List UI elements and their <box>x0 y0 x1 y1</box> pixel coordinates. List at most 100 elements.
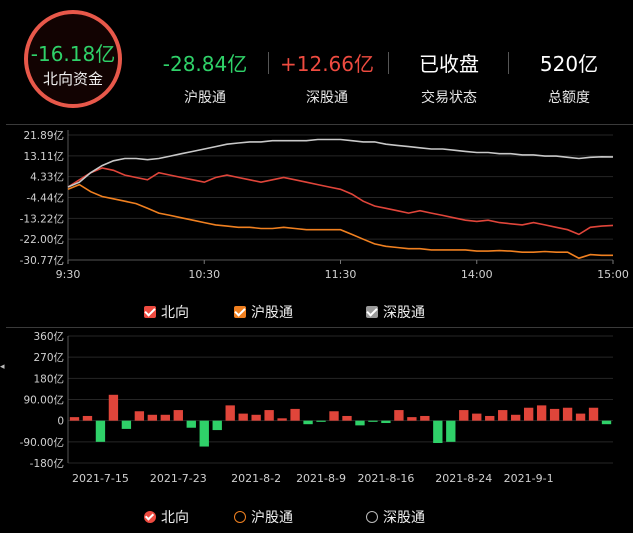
bar <box>588 407 599 421</box>
x-tick-label: 14:00 <box>461 268 493 281</box>
stat-value: -28.84亿 <box>162 52 248 76</box>
legend-item-north[interactable]: 北向 <box>144 303 189 321</box>
legend-label: 深股通 <box>383 510 425 526</box>
bar <box>69 417 80 421</box>
bar <box>381 420 391 424</box>
x-tick-label: 2021-8-2 <box>231 472 281 485</box>
checkbox-icon <box>144 306 156 318</box>
bar <box>173 410 183 421</box>
y-tick-label: 360亿 <box>33 330 64 343</box>
legend-label: 深股通 <box>383 305 425 321</box>
y-tick-label: 4.33亿 <box>30 171 64 184</box>
stat-label: 总额度 <box>548 90 590 106</box>
stat-value: +12.66亿 <box>279 52 374 76</box>
y-tick-label: -90.00亿 <box>20 436 64 449</box>
stat-total-quota: 520亿 总额度 <box>517 48 621 107</box>
x-tick-label: 2021-8-24 <box>435 472 492 485</box>
bar <box>472 413 482 421</box>
radio-checked-icon <box>144 511 156 523</box>
legend-label: 北向 <box>161 305 189 321</box>
bar <box>394 410 404 421</box>
northbound-total-label: 北向资金 <box>42 70 103 88</box>
x-tick-label: 2021-8-16 <box>357 472 414 485</box>
bar <box>329 411 339 421</box>
intraday-flow-chart: 21.89亿 13.11亿 4.33亿 -4.44亿 -13.22亿 -22.00亿 -30… <box>20 129 629 281</box>
legend-label: 沪股通 <box>251 510 293 526</box>
radio-unchecked-icon <box>234 511 246 523</box>
bar <box>536 405 547 421</box>
stat-value: 已收盘 <box>419 52 479 76</box>
bar <box>238 413 248 421</box>
collapse-arrow-icon[interactable]: ◂ <box>0 362 5 372</box>
stat-label: 交易状态 <box>421 90 477 106</box>
bar <box>82 415 93 421</box>
bar <box>420 415 430 421</box>
bar <box>95 420 106 442</box>
bar <box>575 413 586 421</box>
bar <box>407 417 417 421</box>
y-tick-label: 180亿 <box>33 372 64 385</box>
y-tick-label: -22.00亿 <box>20 233 64 246</box>
northbound-total-circle: -16.18亿 北向资金 <box>24 10 122 108</box>
x-tick-label: 2021-8-9 <box>296 472 346 485</box>
bar <box>316 420 326 422</box>
bar <box>251 414 261 421</box>
bar <box>147 414 158 421</box>
bar <box>498 410 508 421</box>
x-tick-label: 9:30 <box>56 268 81 281</box>
bar <box>225 405 235 421</box>
y-tick-label: -180亿 <box>30 457 64 470</box>
x-tick-label: 2021-7-23 <box>150 472 207 485</box>
x-tick-label: 10:30 <box>188 268 220 281</box>
bar <box>121 420 132 429</box>
x-tick-label: 15:00 <box>597 268 629 281</box>
stat-trade-status: 已收盘 交易状态 <box>397 48 501 107</box>
radio-unchecked-icon <box>366 511 378 523</box>
checkbox-icon <box>234 306 246 318</box>
bar <box>160 414 170 421</box>
checkbox-icon <box>366 306 378 318</box>
radio-item-north[interactable]: 北向 <box>144 508 189 526</box>
bar <box>290 408 300 421</box>
bar <box>511 414 521 421</box>
series-line-深股通 <box>67 138 614 188</box>
legend-label: 沪股通 <box>251 305 293 321</box>
bar <box>264 410 274 421</box>
radio-item-shanghai[interactable]: 沪股通 <box>234 508 293 526</box>
bar <box>199 420 209 447</box>
bar <box>342 415 352 421</box>
bar <box>446 420 456 442</box>
northbound-total-value: -16.18亿 <box>30 42 116 66</box>
x-tick-label: 2021-7-15 <box>72 472 129 485</box>
x-tick-label: 11:30 <box>325 268 357 281</box>
series-line-沪股通 <box>67 183 613 260</box>
legend-item-shenzhen[interactable]: 深股通 <box>366 303 425 321</box>
bar <box>485 415 495 421</box>
bar <box>134 411 145 421</box>
series-line-北向 <box>67 167 614 236</box>
legend-item-shanghai[interactable]: 沪股通 <box>234 303 293 321</box>
bar <box>433 420 443 444</box>
y-tick-label: 270亿 <box>33 351 64 364</box>
panel-divider <box>6 124 633 125</box>
x-tick-label: 2021-9-1 <box>504 472 554 485</box>
bar <box>562 407 573 421</box>
bar <box>368 420 378 422</box>
legend-label: 北向 <box>161 510 189 526</box>
y-tick-label: -30.77亿 <box>20 254 64 267</box>
y-tick-label: 0 <box>57 416 64 428</box>
divider <box>508 52 509 74</box>
bar <box>523 407 534 421</box>
bar <box>601 420 612 425</box>
bar <box>303 420 313 425</box>
bar <box>108 394 119 421</box>
y-tick-label: -4.44亿 <box>26 192 64 205</box>
panel-divider <box>6 327 633 328</box>
bar <box>355 420 365 426</box>
radio-item-shenzhen[interactable]: 深股通 <box>366 508 425 526</box>
y-tick-label: -13.22亿 <box>20 212 64 225</box>
stat-value: 520亿 <box>539 52 599 76</box>
stat-label: 沪股通 <box>184 90 226 106</box>
